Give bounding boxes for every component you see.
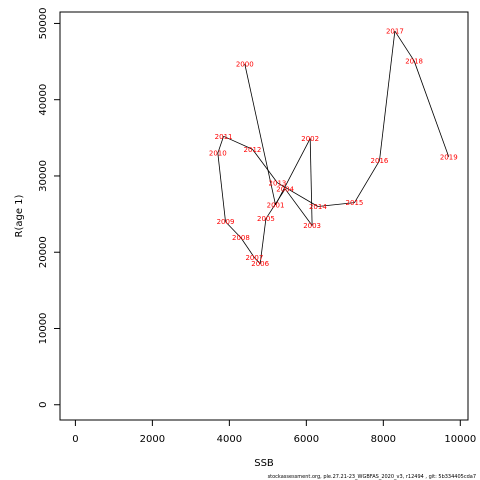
series-segment [217, 153, 226, 222]
x-axis-label: SSB [254, 458, 274, 469]
series-segment [413, 60, 450, 158]
point-label: 2002 [301, 135, 319, 143]
series-segment [254, 257, 261, 264]
series-segment [277, 182, 319, 207]
series-segment [354, 160, 380, 203]
point-label: 2017 [386, 28, 404, 36]
series-segment [284, 188, 313, 226]
series-segment [223, 135, 253, 150]
series-layer [217, 30, 450, 264]
x-tick-label: 6000 [294, 434, 319, 445]
x-tick-label: 8000 [371, 434, 396, 445]
point-label: 2001 [267, 201, 285, 209]
series-segment [244, 63, 276, 206]
y-tick-label: 30000 [38, 160, 49, 192]
point-label: 2004 [276, 185, 294, 193]
series-segment [225, 221, 242, 239]
series-segment [394, 30, 415, 62]
x-tick-label: 2000 [140, 434, 165, 445]
series-segment [217, 136, 224, 154]
point-label: 2007 [245, 254, 263, 262]
y-tick-label: 50000 [38, 8, 49, 40]
series-segment [240, 237, 255, 258]
point-label: 2006 [251, 260, 269, 268]
x-tick-label: 0 [72, 434, 78, 445]
point-label: 2010 [209, 150, 227, 158]
point-label: 2000 [236, 60, 254, 68]
point-label: 2013 [269, 179, 287, 187]
point-label: 2011 [215, 133, 233, 141]
point-label: 2016 [371, 157, 389, 165]
x-tick-label: 10000 [444, 434, 476, 445]
point-label: 2008 [232, 234, 250, 242]
y-axis: 0 10000 20000 30000 40000 50000 [38, 8, 60, 408]
point-label: 2012 [244, 146, 262, 154]
y-tick-label: 0 [38, 402, 49, 408]
point-label: 2003 [303, 222, 321, 230]
series-segment [309, 138, 313, 226]
point-label: 2018 [405, 57, 423, 65]
y-tick-label: 10000 [38, 313, 49, 345]
y-tick-label: 40000 [38, 84, 49, 116]
y-axis-label: R(age 1) [14, 194, 25, 237]
point-label: 2019 [440, 153, 458, 161]
series-segment [259, 218, 267, 264]
series-segment [252, 149, 278, 184]
point-label: 2005 [257, 215, 275, 223]
footer-text: stockassessment.org, ple.27.21-23_WGBFAS… [268, 474, 476, 480]
x-tick-label: 4000 [217, 434, 242, 445]
x-axis: 0 2000 4000 6000 8000 10000 [72, 420, 476, 445]
series-segment [275, 138, 311, 206]
point-label: 2015 [346, 199, 364, 207]
series-segment [317, 202, 355, 207]
plot-frame [59, 11, 469, 421]
series-segment [265, 188, 286, 219]
y-tick-label: 20000 [38, 236, 49, 268]
series-segment [379, 31, 396, 161]
point-label: 2014 [309, 203, 327, 211]
point-label: 2009 [217, 218, 235, 226]
